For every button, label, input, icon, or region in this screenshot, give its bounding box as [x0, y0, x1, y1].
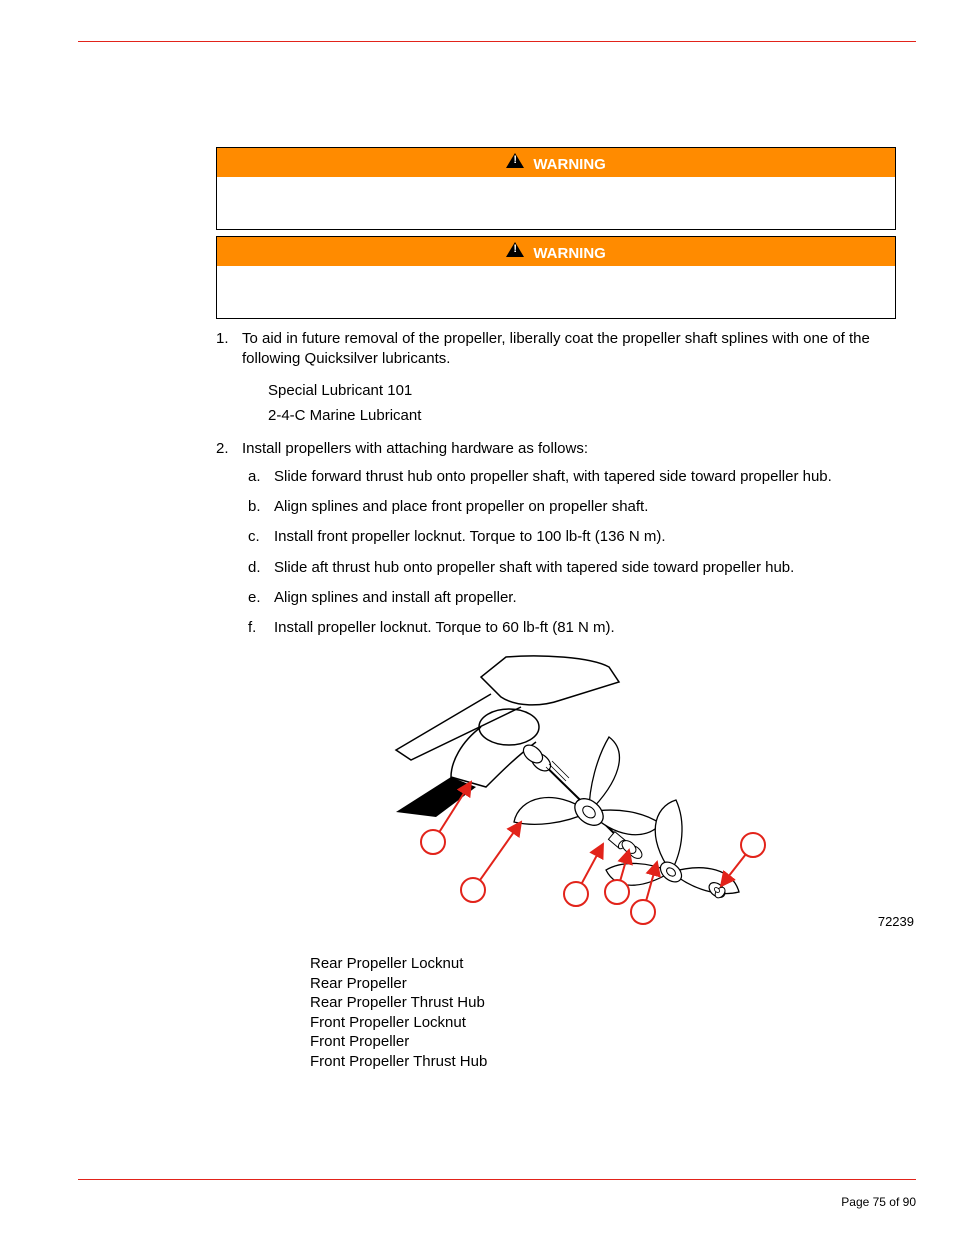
substep: f. Install propeller locknut. Torque to …	[248, 618, 896, 638]
substep: c. Install front propeller locknut. Torq…	[248, 527, 896, 547]
legend-key: e -	[282, 1032, 310, 1052]
legend-item: c -Rear Propeller Thrust Hub	[282, 993, 896, 1013]
substep-letter: f.	[248, 618, 274, 638]
svg-text:b: b	[639, 904, 647, 919]
step-number: 2.	[216, 439, 242, 459]
svg-text:c: c	[613, 884, 620, 899]
figure-id: 72239	[878, 914, 914, 929]
step-1-sublist: Special Lubricant 101 2-4-C Marine Lubri…	[268, 378, 896, 429]
substep: e. Align splines and install aft propell…	[248, 588, 896, 608]
legend-item: b -Rear Propeller	[282, 974, 896, 994]
figure: abcdef 72239	[216, 652, 896, 934]
svg-text:d: d	[572, 886, 580, 901]
substep-letter: c.	[248, 527, 274, 547]
procedure-list: 1. To aid in future removal of the prope…	[216, 329, 896, 638]
substep-text: Align splines and install aft propeller.	[274, 588, 517, 608]
substep-letter: d.	[248, 558, 274, 578]
legend-item: a -Rear Propeller Locknut	[282, 954, 896, 974]
step-text: Install propellers with attaching hardwa…	[242, 439, 896, 459]
rule-top	[78, 41, 916, 42]
sub-item: Special Lubricant 101	[268, 378, 896, 404]
legend-key: b -	[282, 974, 310, 994]
warning-box-2: WARNING Place a block of wood between th…	[216, 236, 896, 319]
legend-item: f -Front Propeller Thrust Hub	[282, 1052, 896, 1072]
warning-box-1: WARNING When installing or removing prop…	[216, 147, 896, 230]
svg-text:f: f	[431, 834, 436, 849]
svg-text:a: a	[749, 837, 757, 852]
substep-text: Slide aft thrust hub onto propeller shaf…	[274, 558, 794, 578]
legend-item: e -Front Propeller	[282, 1032, 896, 1052]
legend-text: Front Propeller Thrust Hub	[310, 1052, 487, 1072]
page-number: Page 75 of 90	[841, 1195, 916, 1209]
substep-letter: e.	[248, 588, 274, 608]
page-content: Bravo Three Propeller Installation WARNI…	[216, 115, 896, 1071]
warning-body: Place a block of wood between the anti-v…	[217, 266, 895, 318]
legend-text: Rear Propeller Thrust Hub	[310, 993, 485, 1013]
substep-text: Install propeller locknut. Torque to 60 …	[274, 618, 615, 638]
legend-key: d -	[282, 1013, 310, 1033]
alert-icon	[506, 242, 524, 257]
rule-bottom	[78, 1179, 916, 1180]
svg-text:e: e	[469, 882, 476, 897]
substep-letter: b.	[248, 497, 274, 517]
warning-header: WARNING	[217, 148, 895, 177]
propeller-diagram: a b c d e f	[341, 652, 771, 930]
legend-text: Rear Propeller	[310, 974, 407, 994]
warning-label: WARNING	[533, 245, 606, 262]
step-text: To aid in future removal of the propelle…	[242, 329, 896, 370]
substep: b. Align splines and place front propell…	[248, 497, 896, 517]
legend-key: a -	[282, 954, 310, 974]
substep: d. Slide aft thrust hub onto propeller s…	[248, 558, 896, 578]
figure-legend: a -Rear Propeller Locknut b -Rear Propel…	[282, 954, 896, 1071]
substep-text: Install front propeller locknut. Torque …	[274, 527, 666, 547]
substep-letter: a.	[248, 467, 274, 487]
legend-key: f -	[282, 1052, 310, 1072]
substep: a. Slide forward thrust hub onto propell…	[248, 467, 896, 487]
section-heading: Bravo Three Propeller Installation	[216, 115, 896, 137]
step-number: 1.	[216, 329, 242, 370]
warning-label: WARNING	[533, 156, 606, 173]
substep-text: Slide forward thrust hub onto propeller …	[274, 467, 832, 487]
alert-icon	[506, 153, 524, 168]
step-2: 2. Install propellers with attaching har…	[216, 439, 896, 459]
substep-text: Align splines and place front propeller …	[274, 497, 648, 517]
sub-item: 2-4-C Marine Lubricant	[268, 403, 896, 429]
legend-text: Front Propeller Locknut	[310, 1013, 466, 1033]
legend-text: Rear Propeller Locknut	[310, 954, 463, 974]
legend-key: c -	[282, 993, 310, 1013]
warning-header: WARNING	[217, 237, 895, 266]
step-1: 1. To aid in future removal of the prope…	[216, 329, 896, 370]
legend-item: d -Front Propeller Locknut	[282, 1013, 896, 1033]
legend-text: Front Propeller	[310, 1032, 409, 1052]
warning-body: When installing or removing propeller; a…	[217, 177, 895, 229]
step-2-sublist: a. Slide forward thrust hub onto propell…	[248, 467, 896, 639]
